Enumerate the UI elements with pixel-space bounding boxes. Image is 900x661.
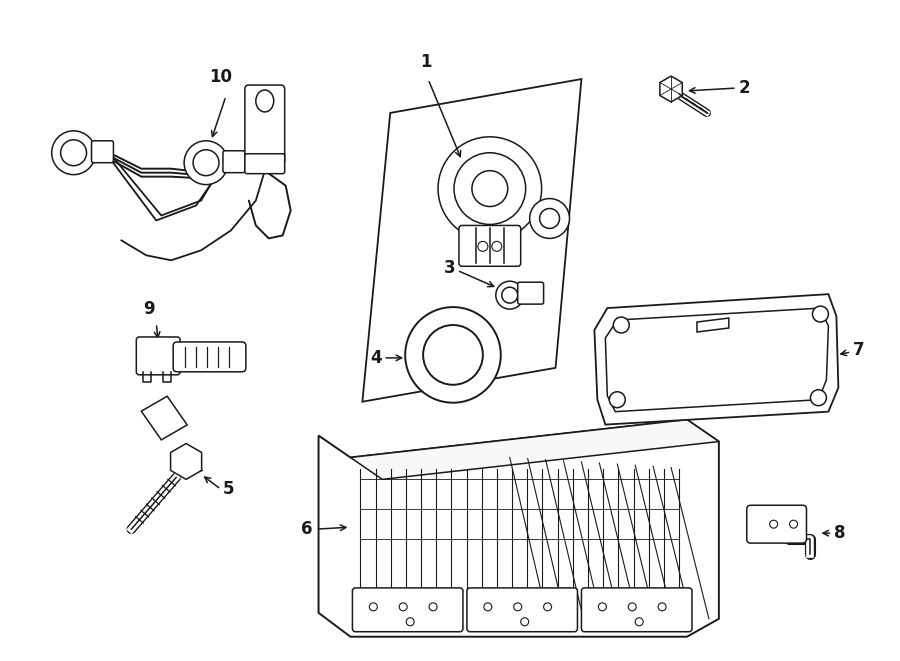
Circle shape <box>811 390 826 406</box>
Polygon shape <box>171 444 202 479</box>
Text: 8: 8 <box>834 524 846 542</box>
FancyBboxPatch shape <box>173 342 246 372</box>
Polygon shape <box>350 420 719 479</box>
Text: 9: 9 <box>143 300 155 318</box>
Polygon shape <box>141 396 187 440</box>
Polygon shape <box>594 294 839 424</box>
FancyBboxPatch shape <box>459 225 521 266</box>
FancyBboxPatch shape <box>581 588 692 632</box>
Text: 4: 4 <box>371 349 382 367</box>
FancyBboxPatch shape <box>92 141 113 163</box>
Circle shape <box>609 392 626 408</box>
Text: 6: 6 <box>302 520 312 538</box>
FancyBboxPatch shape <box>223 151 245 173</box>
Circle shape <box>184 141 228 184</box>
FancyBboxPatch shape <box>245 85 284 165</box>
Circle shape <box>613 317 629 333</box>
Ellipse shape <box>256 90 274 112</box>
Circle shape <box>813 306 828 322</box>
Text: 2: 2 <box>739 79 751 97</box>
FancyBboxPatch shape <box>518 282 544 304</box>
Polygon shape <box>319 420 719 637</box>
Circle shape <box>405 307 500 403</box>
Circle shape <box>530 198 570 239</box>
FancyBboxPatch shape <box>467 588 578 632</box>
Text: 5: 5 <box>223 481 235 498</box>
Text: 1: 1 <box>420 53 432 71</box>
Text: 7: 7 <box>853 341 865 359</box>
Polygon shape <box>697 318 729 332</box>
FancyBboxPatch shape <box>136 337 180 375</box>
FancyBboxPatch shape <box>747 505 806 543</box>
Text: 10: 10 <box>210 68 232 86</box>
Polygon shape <box>660 76 682 102</box>
Circle shape <box>496 281 524 309</box>
Circle shape <box>438 137 542 241</box>
FancyBboxPatch shape <box>353 588 463 632</box>
Circle shape <box>51 131 95 175</box>
Text: 3: 3 <box>445 259 456 277</box>
FancyBboxPatch shape <box>245 154 284 174</box>
